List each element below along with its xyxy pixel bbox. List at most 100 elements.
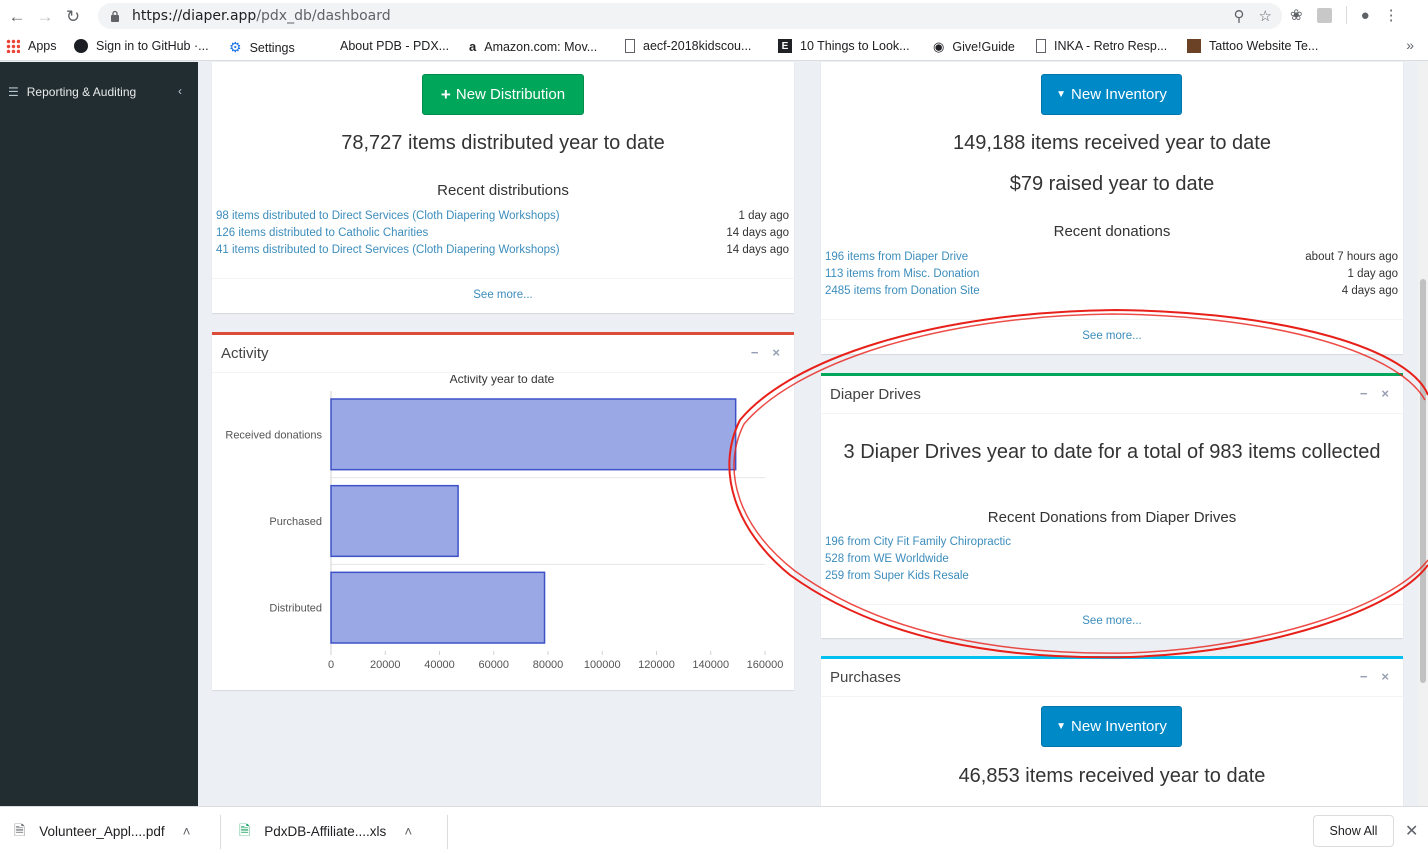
bookmark-about-pdb[interactable]: About PDB - PDX...	[318, 39, 449, 53]
lock-icon	[111, 10, 119, 22]
minimize-icon[interactable]: −	[1359, 386, 1368, 401]
star-icon[interactable]: ☆	[1258, 8, 1272, 25]
bookmark-aecf[interactable]: aecf-2018kidscou...	[625, 39, 751, 53]
new-inventory-donations-button[interactable]: ▼ New Inventory	[1041, 74, 1182, 115]
page-scrollbar[interactable]	[1418, 62, 1428, 806]
plus-icon: +	[440, 84, 451, 104]
y-tick-label: Received donations	[225, 429, 322, 441]
scrollbar-thumb[interactable]	[1420, 279, 1426, 683]
page-icon	[318, 39, 332, 53]
gear-icon: ⚙	[229, 39, 242, 55]
document-icon	[625, 39, 635, 53]
chevron-up-icon[interactable]: ˄	[404, 824, 413, 839]
bookmarks-bar: Apps Sign in to GitHub ·... ⚙ Settings A…	[0, 33, 1428, 61]
bookmark-github[interactable]: Sign in to GitHub ·...	[74, 39, 209, 53]
close-icon[interactable]: ✕	[1405, 823, 1419, 840]
zoom-icon[interactable]: ⚲	[1233, 8, 1245, 25]
location-pin-icon: ◉	[933, 39, 945, 54]
caret-down-icon: ▼	[1056, 89, 1067, 100]
timestamp: 1 day ago	[1347, 268, 1398, 280]
list-item: 528 from WE Worldwide	[825, 553, 1398, 570]
bookmark-giveguide[interactable]: ◉ Give!Guide	[933, 39, 1015, 54]
diaper-drives-header: Diaper Drives − ×	[821, 376, 1403, 414]
bookmark-tattoo[interactable]: Tattoo Website Te...	[1187, 39, 1318, 53]
drive-donation-link[interactable]: 196 from City Fit Family Chiropractic	[825, 536, 1011, 548]
minimize-icon[interactable]: −	[1359, 669, 1368, 684]
diaper-drives-box: Diaper Drives − × 3 Diaper Drives year t…	[821, 373, 1403, 638]
x-tick-label: 60000	[478, 659, 509, 671]
chevron-left-icon[interactable]: ‹	[178, 84, 182, 98]
box-title: Purchases	[830, 669, 901, 686]
drive-donation-link[interactable]: 259 from Super Kids Resale	[825, 570, 969, 582]
minimize-icon[interactable]: −	[750, 345, 759, 360]
donations-box: ▼ New Inventory 149,188 items received y…	[821, 62, 1403, 354]
new-inventory-purchases-button[interactable]: ▼ New Inventory	[1041, 706, 1182, 747]
donation-link[interactable]: 113 items from Misc. Donation	[825, 268, 980, 280]
chart-title: Activity year to date	[450, 375, 555, 386]
download-filename: Volunteer_Appl....pdf	[39, 824, 165, 839]
reload-icon[interactable]: ↻	[65, 6, 81, 26]
download-item[interactable]: 🗎 Volunteer_Appl....pdf ˄	[0, 807, 221, 855]
extension-box-icon[interactable]	[1316, 7, 1332, 23]
distribution-link[interactable]: 126 items distributed to Catholic Charit…	[216, 227, 429, 239]
see-more-distributions-link[interactable]: See more...	[473, 289, 533, 301]
timestamp: 14 days ago	[726, 244, 789, 256]
distribution-link[interactable]: 41 items distributed to Direct Services …	[216, 244, 560, 256]
list-item: 41 items distributed to Direct Services …	[216, 244, 789, 261]
activity-box: Activity − × Activity year to date Receiv…	[212, 332, 794, 690]
bookmark-settings[interactable]: ⚙ Settings	[229, 39, 295, 55]
close-icon[interactable]: ×	[772, 345, 780, 360]
download-item[interactable]: 🗎 PdxDB-Affiliate....xls ˄	[221, 807, 448, 855]
recent-distributions-heading: Recent distributions	[437, 182, 569, 199]
activity-chart: Activity year to date Received donations P…	[212, 372, 794, 693]
recent-drive-donations-heading: Recent Donations from Diaper Drives	[987, 509, 1237, 526]
back-arrow-icon[interactable]: ←	[8, 6, 26, 26]
close-icon[interactable]: ×	[1381, 386, 1389, 401]
see-more-drives-link[interactable]: See more...	[1082, 615, 1142, 627]
menu-kebab-icon[interactable]: ⋮	[1383, 7, 1399, 24]
bar-distributed	[330, 571, 546, 644]
sidebar-item-label: Reporting & Auditing	[26, 85, 137, 99]
received-ytd-stat: 149,188 items received year to date	[953, 132, 1271, 154]
address-bar[interactable]: https://diaper.app/pdx_db/dashboard ⚲ ☆	[98, 3, 1282, 29]
separator	[1345, 6, 1347, 24]
bookmark-inka[interactable]: INKA - Retro Resp...	[1036, 39, 1167, 53]
close-icon[interactable]: ×	[1381, 669, 1389, 684]
github-icon	[74, 39, 88, 53]
sidebar: ☰ Reporting & Auditing ‹	[0, 62, 198, 806]
chevron-up-icon[interactable]: ˄	[182, 824, 191, 839]
new-distribution-button[interactable]: + New Distribution	[422, 74, 584, 115]
drive-donation-link[interactable]: 528 from WE Worldwide	[825, 553, 949, 565]
downloads-bar: 🗎 Volunteer_Appl....pdf ˄ 🗎 PdxDB-Affili…	[0, 806, 1428, 855]
donation-link[interactable]: 196 items from Diaper Drive	[825, 251, 969, 263]
bookmarks-overflow-icon[interactable]: »	[1406, 37, 1414, 53]
sidebar-item-reporting[interactable]: ☰ Reporting & Auditing ‹	[8, 84, 190, 99]
bookmark-amazon[interactable]: a Amazon.com: Mov...	[469, 39, 598, 54]
x-tick-label: 160000	[747, 659, 784, 671]
extension-puzzle-icon[interactable]: ❀	[1290, 7, 1303, 24]
distributed-ytd-stat: 78,727 items distributed year to date	[341, 132, 665, 154]
donation-link[interactable]: 2485 items from Donation Site	[825, 285, 980, 297]
divider	[821, 604, 1403, 605]
timestamp: 1 day ago	[738, 210, 789, 222]
distribution-link[interactable]: 98 items distributed to Direct Services …	[216, 210, 560, 222]
distributions-box: + New Distribution 78,727 items distribu…	[212, 62, 794, 313]
e-logo-icon: E	[778, 39, 792, 53]
see-more-donations-link[interactable]: See more...	[1082, 330, 1142, 342]
x-tick-label: 140000	[692, 659, 729, 671]
pdf-file-icon: 🗎	[14, 821, 26, 838]
browser-toolbar: ← → ↻ https://diaper.app/pdx_db/dashboar…	[0, 0, 1428, 33]
list-item: 2485 items from Donation Site 4 days ago	[825, 285, 1398, 302]
report-icon: ☰	[8, 85, 19, 99]
bookmark-10-things[interactable]: E 10 Things to Look...	[778, 39, 910, 53]
x-tick-label: 40000	[424, 659, 455, 671]
x-tick-label: 80000	[533, 659, 564, 671]
url-text: https://diaper.app/pdx_db/dashboard	[132, 8, 391, 24]
divider	[821, 319, 1403, 320]
bookmark-apps[interactable]: Apps	[6, 39, 57, 53]
show-all-button[interactable]: Show All	[1313, 815, 1394, 847]
profile-avatar-icon[interactable]: ●	[1360, 6, 1370, 24]
document-icon	[1036, 39, 1046, 53]
y-tick-label: Distributed	[269, 603, 322, 615]
forward-arrow-icon[interactable]: →	[36, 6, 54, 26]
